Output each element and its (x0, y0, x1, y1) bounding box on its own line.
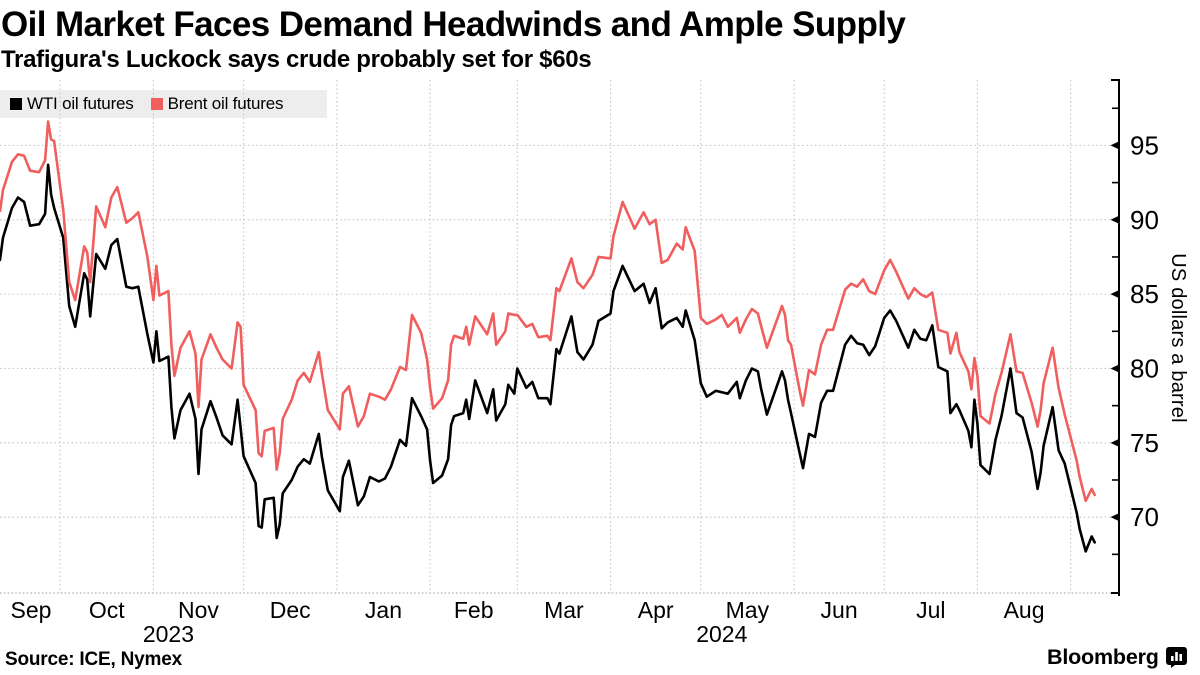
y-major-tick (1110, 438, 1120, 448)
y-tick-label: 80 (1130, 353, 1159, 383)
x-month-label: Dec (270, 597, 311, 623)
chart-legend: WTI oil futures Brent oil futures (0, 90, 327, 118)
x-year-label: 2023 (143, 621, 194, 647)
source-note: Source: ICE, Nymex (5, 649, 182, 670)
y-axis-unit-label: US dollars a barrel (1167, 253, 1189, 423)
series-line-wti (0, 163, 1096, 553)
brent-swatch-icon (150, 98, 163, 110)
y-major-tick (1110, 140, 1120, 150)
page-title: Oil Market Faces Demand Headwinds and Am… (1, 5, 906, 44)
y-tick-label: 70 (1130, 502, 1159, 532)
x-month-label: Apr (638, 597, 674, 623)
y-major-tick (1110, 289, 1120, 299)
x-month-label: Jul (916, 597, 945, 623)
y-tick-label: 95 (1130, 130, 1159, 160)
x-month-label: Sep (11, 597, 52, 623)
series-line-brent (0, 120, 1096, 503)
page-subtitle: Trafigura's Luckock says crude probably … (1, 46, 592, 73)
x-month-label: Jan (365, 597, 402, 623)
y-tick-label: 85 (1130, 279, 1159, 309)
bloomberg-wordmark: Bloomberg (1047, 645, 1159, 669)
x-month-label: Jun (821, 597, 858, 623)
x-month-label: Mar (544, 597, 584, 623)
legend-label-wti: WTI oil futures (27, 94, 134, 113)
x-year-label: 2024 (696, 621, 747, 647)
x-month-label: Feb (454, 597, 494, 623)
x-month-label: Oct (89, 597, 125, 623)
x-month-label: Aug (1004, 597, 1045, 623)
legend-background (0, 90, 327, 118)
y-tick-label: 75 (1130, 428, 1159, 458)
wti-swatch-icon (10, 98, 22, 110)
legend-label-brent: Brent oil futures (167, 94, 284, 113)
y-major-tick (1110, 215, 1120, 225)
legend-item-brent: Brent oil futures (150, 94, 284, 114)
bloomberg-terminal-icon (1165, 647, 1187, 668)
x-month-label: Nov (178, 597, 219, 623)
y-tick-label: 90 (1130, 205, 1159, 235)
bloomberg-branding: Bloomberg (1047, 645, 1187, 670)
legend-item-wti: WTI oil futures (10, 94, 134, 114)
y-major-tick (1110, 363, 1120, 373)
y-major-tick (1110, 512, 1120, 522)
x-month-label: May (726, 597, 770, 623)
